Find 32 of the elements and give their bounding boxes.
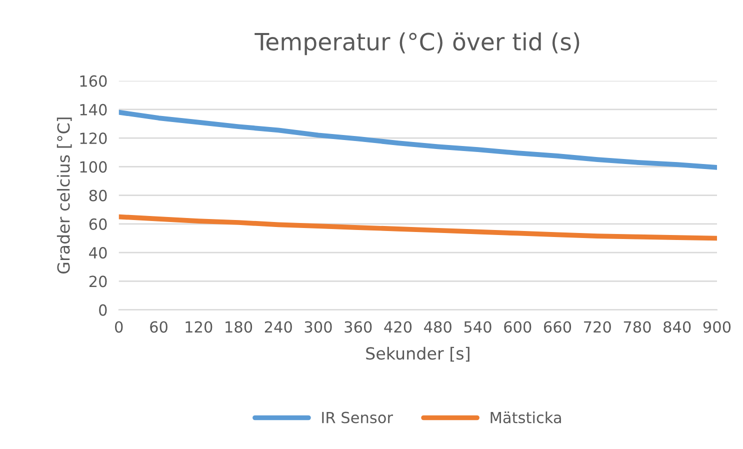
x-axis-title: Sekunder [s] xyxy=(366,346,470,362)
x-tick-label: 360 xyxy=(344,321,372,333)
x-tick-label: 180 xyxy=(226,321,252,333)
y-tick-label: 40 xyxy=(89,247,107,259)
x-tick-label: 900 xyxy=(703,321,731,333)
y-tick-label: 140 xyxy=(80,104,107,116)
x-tick-label: 480 xyxy=(424,321,452,333)
x-tick-label: 720 xyxy=(584,321,611,333)
x-tick-label: 540 xyxy=(464,321,492,333)
line-series xyxy=(118,214,717,241)
x-tick-label: 0 xyxy=(115,321,123,333)
x-tick-label: 120 xyxy=(186,321,212,333)
y-tick-label: 60 xyxy=(89,218,107,230)
y-tick-label: 160 xyxy=(80,75,107,87)
x-tick-label: 60 xyxy=(150,321,168,333)
y-tick-label: 120 xyxy=(80,132,107,144)
x-tick-label: 780 xyxy=(624,321,651,333)
y-tick-label: 100 xyxy=(80,161,107,173)
x-tick-label: 600 xyxy=(504,321,532,333)
y-axis-title: Grader celcius [°C] xyxy=(56,118,72,274)
y-tick-label: 80 xyxy=(89,190,107,202)
y-tick-label: 0 xyxy=(99,304,107,316)
y-tick-label: 20 xyxy=(89,276,107,288)
x-tick-label: 840 xyxy=(664,321,691,333)
x-tick-label: 240 xyxy=(264,321,292,333)
line-series xyxy=(118,110,717,170)
x-tick-label: 420 xyxy=(384,321,412,333)
chart-title: Temperatur (°C) över tid (s) xyxy=(254,32,580,56)
x-tick-label: 660 xyxy=(544,321,572,333)
legend-label: IR Sensor xyxy=(322,412,394,424)
legend-label: Mätsticka xyxy=(490,411,561,424)
x-tick-label: 300 xyxy=(304,321,332,333)
